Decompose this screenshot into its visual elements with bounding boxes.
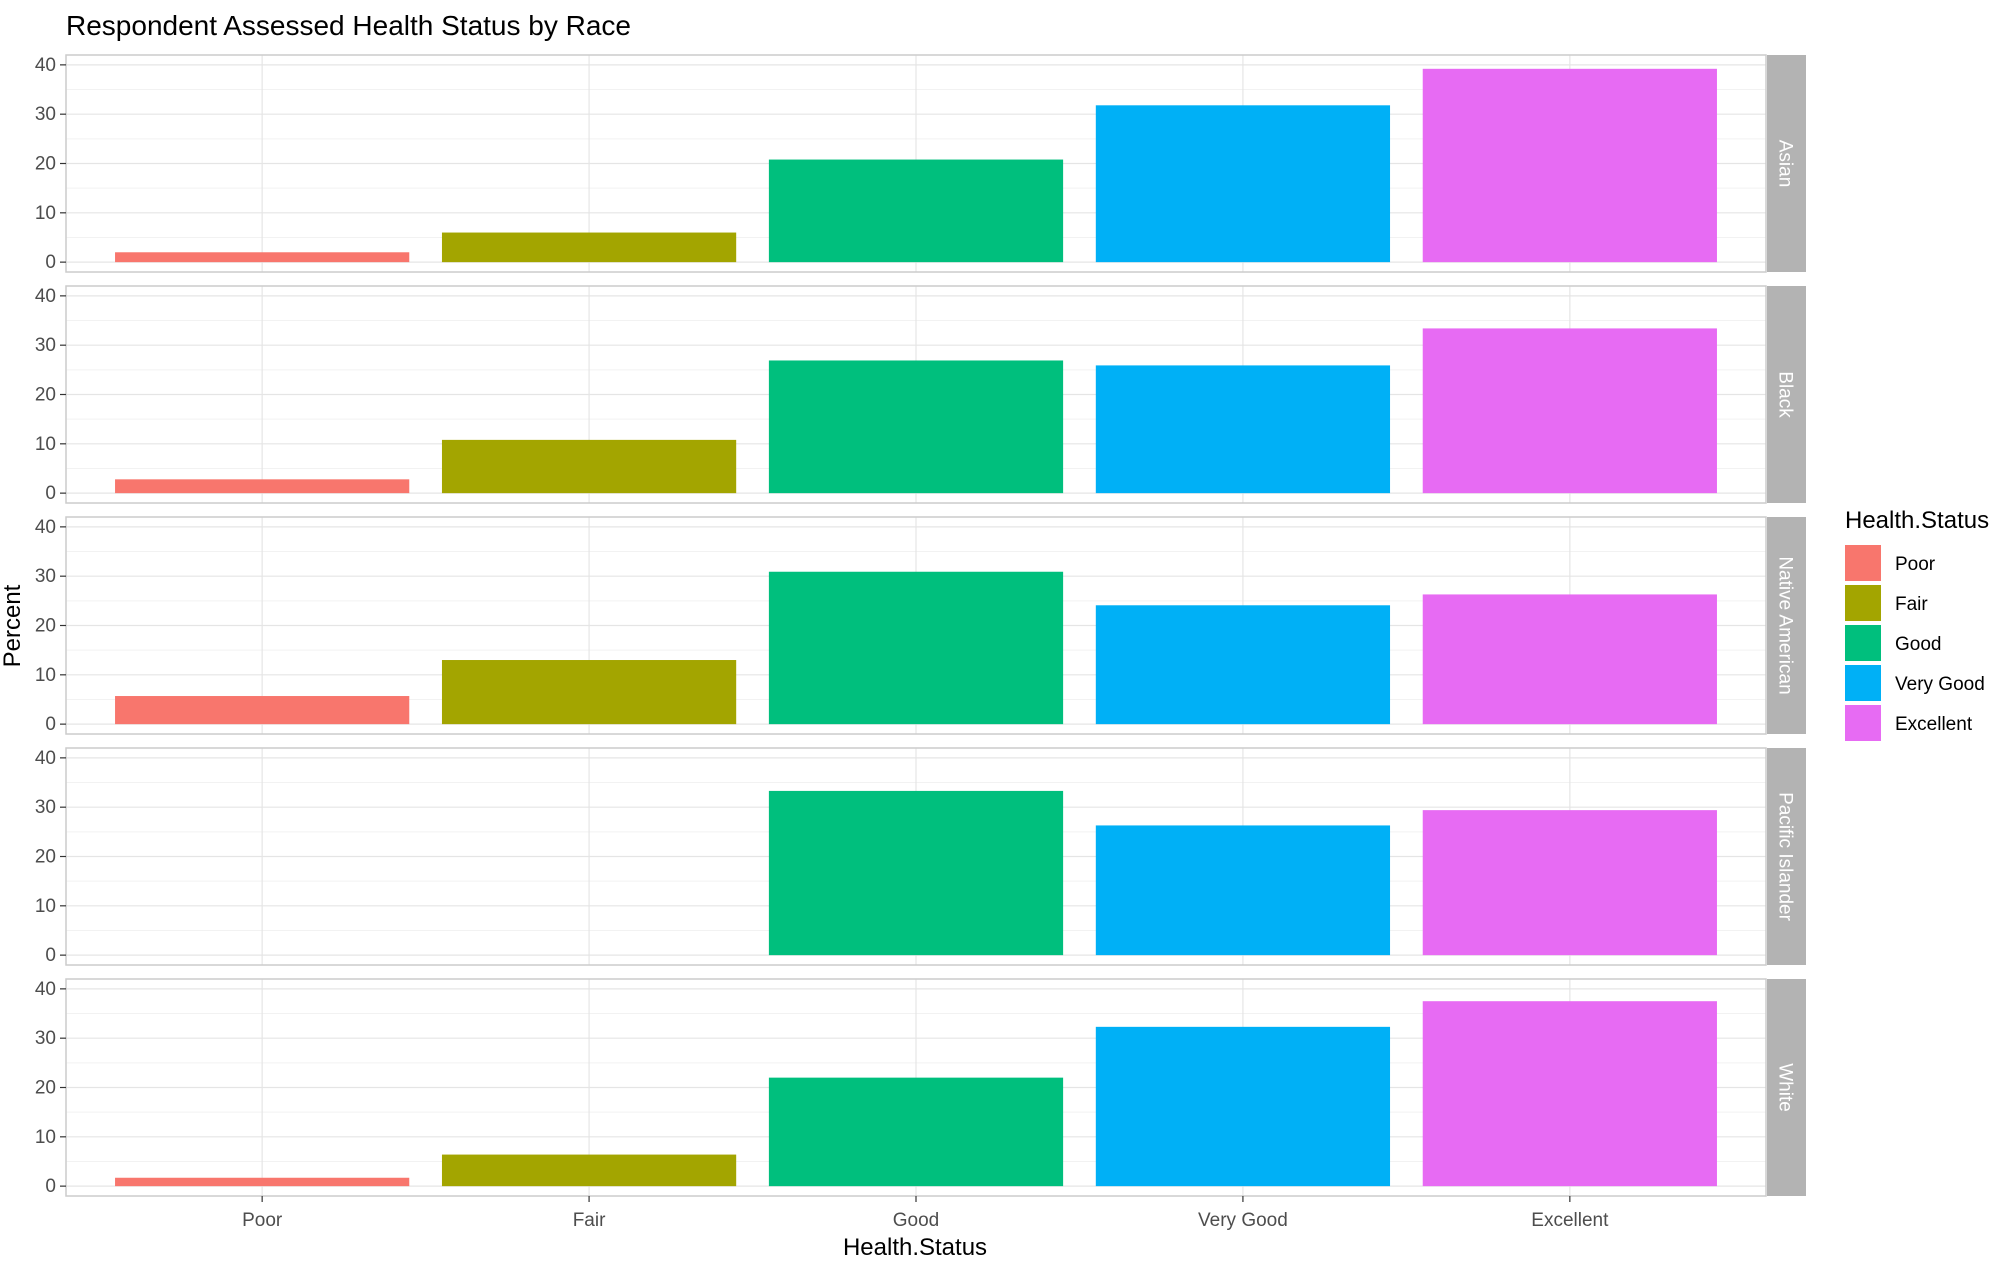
legend-label: Good: [1895, 634, 1941, 655]
facet-strip-label: Black: [1775, 371, 1796, 418]
bar: [115, 1177, 410, 1187]
facet-strip-label: White: [1775, 1063, 1796, 1112]
y-tick-label: 20: [35, 616, 56, 637]
legend-title: Health.Status: [1845, 507, 1989, 534]
legend-key: [1845, 625, 1881, 661]
y-axis-title: Percent: [0, 584, 26, 667]
y-tick-label: 0: [45, 714, 56, 735]
facet-strip-label: Pacific Islander: [1775, 792, 1796, 922]
y-tick-label: 0: [45, 1176, 56, 1197]
y-tick-label: 10: [35, 1127, 56, 1148]
y-tick-label: 10: [35, 665, 56, 686]
bar: [115, 252, 410, 263]
bar: [441, 439, 737, 494]
legend-label: Fair: [1895, 594, 1928, 615]
legend-key: [1845, 585, 1881, 621]
y-tick-label: 10: [35, 203, 56, 224]
bar: [768, 159, 1064, 263]
y-tick-label: 20: [35, 385, 56, 406]
y-tick-label: 30: [35, 566, 56, 587]
bar: [1422, 810, 1717, 956]
bar: [768, 1077, 1064, 1187]
bar: [1422, 594, 1717, 725]
y-tick-label: 0: [45, 252, 56, 273]
y-tick-label: 30: [35, 335, 56, 356]
x-axis-title: Health.Status: [843, 1234, 987, 1261]
bar: [768, 790, 1064, 956]
bar: [1095, 365, 1391, 494]
y-tick-label: 0: [45, 945, 56, 966]
bar: [1095, 105, 1391, 263]
facet-panels: 0 10 20 30 40 Asian 0 10 20 30 40 Black 0 10 20 30 40 Nat…: [35, 54, 1806, 1231]
facet-panel: 0 10 20 30 40 Pacific Islander: [35, 747, 1806, 966]
bar: [768, 360, 1064, 494]
y-tick-label: 10: [35, 434, 56, 455]
facet-strip-label: Asian: [1775, 140, 1796, 188]
y-tick-label: 10: [35, 896, 56, 917]
facet-strip: [1767, 517, 1806, 734]
y-tick-label: 20: [35, 1078, 56, 1099]
legend-key: [1845, 705, 1881, 741]
y-tick-label: 30: [35, 1028, 56, 1049]
x-tick-label: Poor: [242, 1210, 283, 1231]
x-tick-label: Very Good: [1198, 1210, 1288, 1231]
chart-title: Respondent Assessed Health Status by Rac…: [66, 10, 631, 41]
bar: [115, 696, 410, 725]
bar: [768, 571, 1064, 725]
y-tick-label: 40: [35, 517, 56, 538]
y-tick-label: 0: [45, 483, 56, 504]
y-tick-label: 40: [35, 55, 56, 76]
bar: [441, 232, 737, 263]
bar: [1095, 825, 1391, 956]
bar: [1095, 605, 1391, 725]
facet-panel: 0 10 20 30 40 Native American: [35, 516, 1806, 735]
y-tick-label: 30: [35, 797, 56, 818]
x-tick-label: Excellent: [1531, 1210, 1609, 1231]
facet-strip: [1767, 55, 1806, 272]
facet-panel: 0 10 20 30 40 White: [35, 978, 1806, 1197]
x-tick-label: Good: [893, 1210, 939, 1231]
y-tick-label: 20: [35, 847, 56, 868]
facet-strip: [1767, 286, 1806, 503]
y-tick-label: 20: [35, 154, 56, 175]
bar: [115, 479, 410, 494]
y-tick-label: 40: [35, 979, 56, 1000]
y-tick-label: 40: [35, 748, 56, 769]
bar: [1095, 1026, 1391, 1187]
legend: Health.Status Poor Fair Good Very Good Excel…: [1845, 507, 1989, 741]
legend-label: Poor: [1895, 554, 1936, 575]
legend-label: Excellent: [1895, 714, 1973, 735]
bar: [441, 1154, 737, 1187]
facet-panel: 0 10 20 30 40 Black: [35, 285, 1806, 504]
bar: [441, 660, 737, 725]
legend-label: Very Good: [1895, 674, 1985, 695]
bar: [1422, 328, 1717, 494]
y-tick-label: 30: [35, 104, 56, 125]
bar: [1422, 68, 1717, 263]
bar: [1422, 1001, 1717, 1187]
legend-key: [1845, 545, 1881, 581]
facet-strip-label: Native American: [1775, 556, 1796, 694]
legend-key: [1845, 665, 1881, 701]
x-tick-label: Fair: [573, 1210, 606, 1231]
facet-panel: 0 10 20 30 40 Asian: [35, 54, 1806, 273]
y-tick-label: 40: [35, 286, 56, 307]
facet-strip: [1767, 979, 1806, 1196]
facet-strip: [1767, 748, 1806, 965]
